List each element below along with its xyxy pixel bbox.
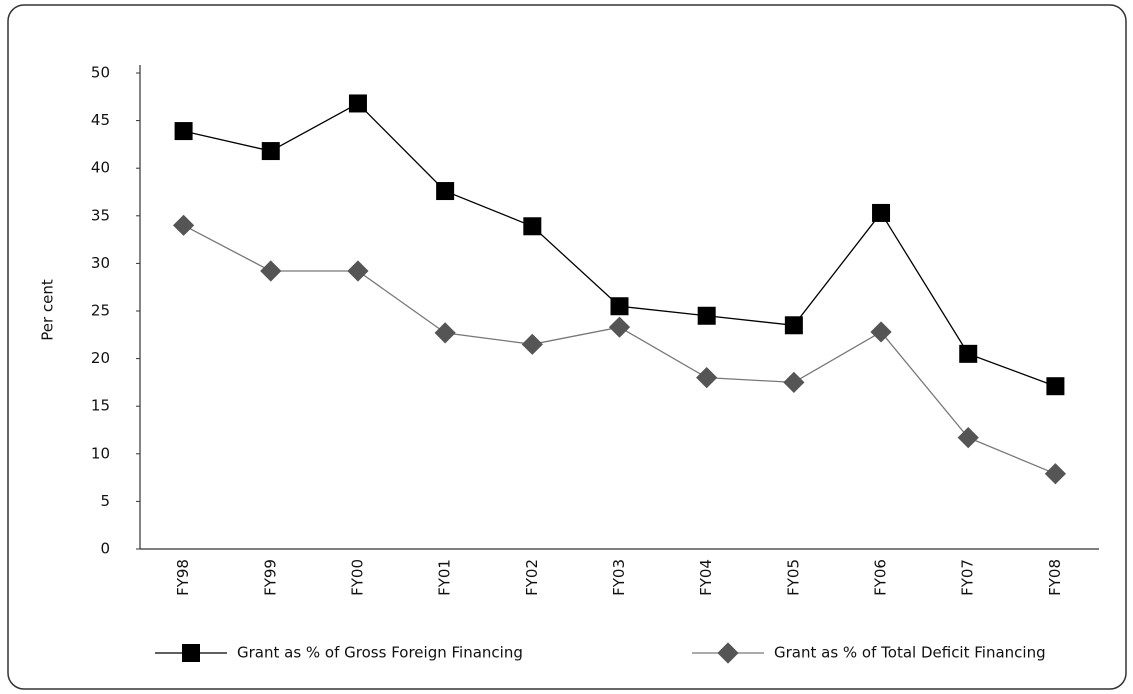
x-tick-label: FY07 [959,559,977,596]
x-tick-label: FY04 [697,559,715,596]
x-tick-label: FY98 [174,559,192,596]
x-tick-label: FY03 [610,559,628,596]
y-tick-label: 40 [91,159,110,177]
y-tick-label: 5 [100,492,110,510]
marker [610,297,629,316]
marker [697,306,716,325]
marker [261,142,280,161]
marker [521,333,543,355]
y-tick-label: 10 [91,444,110,462]
legend-label: Grant as % of Gross Foreign Financing [237,644,523,662]
marker [436,182,455,201]
x-tick-label: FY06 [872,559,890,596]
y-tick-label: 50 [91,64,110,82]
x-tick-label: FY02 [523,559,541,596]
y-tick-label: 25 [91,302,110,320]
marker [1046,377,1065,396]
marker [717,642,739,664]
marker [957,427,979,449]
marker [783,371,805,394]
y-tick-label: 35 [91,206,110,224]
y-tick-label: 45 [91,111,110,129]
marker [696,367,718,389]
y-tick-label: 20 [91,349,110,367]
marker [959,344,978,363]
marker [174,122,193,141]
marker [872,203,891,222]
y-axis-label: Per cent [39,279,57,341]
legend-label: Grant as % of Total Deficit Financing [774,644,1046,662]
marker [182,644,200,662]
y-tick-label: 0 [100,540,110,558]
x-tick-label: FY05 [784,559,802,596]
x-tick-label: FY99 [261,559,279,596]
marker [608,316,631,338]
marker [784,316,803,335]
y-tick-label: 30 [91,254,110,272]
x-tick-label: FY08 [1046,559,1064,596]
marker [523,217,542,236]
x-tick-label: FY00 [348,559,366,596]
frame [7,4,1127,690]
marker [348,94,367,113]
marker [172,214,195,236]
y-tick-label: 15 [91,397,110,415]
marker [870,321,892,343]
x-tick-label: FY01 [436,559,454,596]
